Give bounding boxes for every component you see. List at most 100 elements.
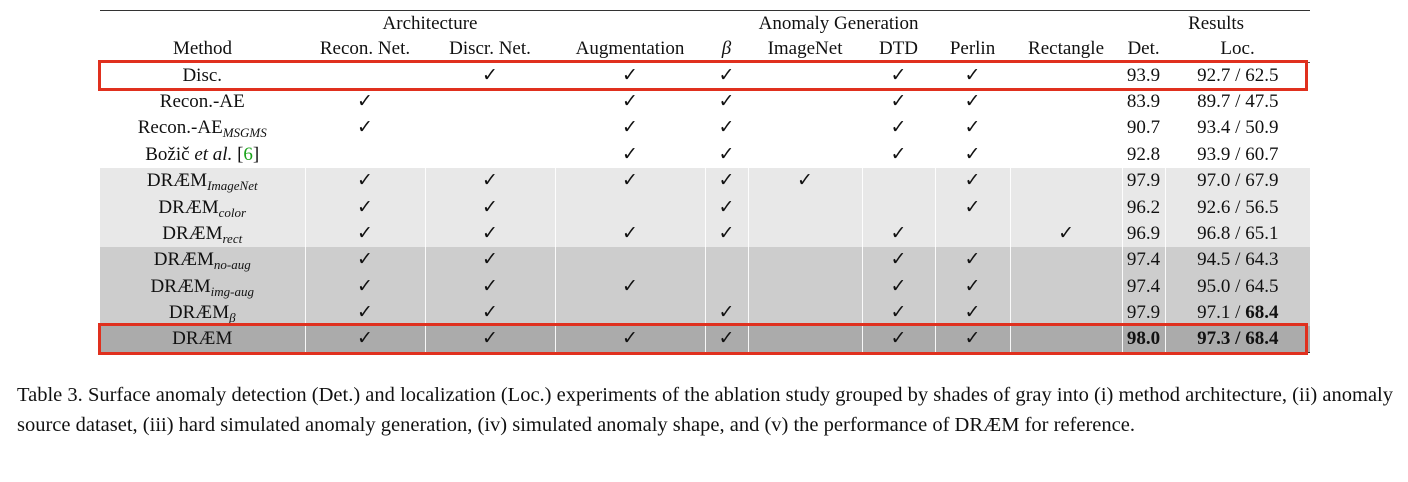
check-mark: ✓ (964, 117, 981, 139)
check-mark: ✓ (357, 275, 373, 297)
check-mark: ✓ (890, 117, 907, 139)
det-value: 97.4 (1126, 275, 1161, 297)
ablation-table: Architecture Anomaly Generation Results Me… (100, 10, 1311, 354)
check-cell (704, 273, 749, 301)
check-mark: ✓ (482, 64, 498, 86)
check-cell: ✓ (704, 300, 749, 327)
check-mark: ✓ (890, 302, 907, 324)
table-body: Disc. ✓ ✓ ✓ ✓ ✓ 93.9 92.7 / 62.5 Recon.-AE ✓ ✓ ✓ ✓ ✓ 8… (100, 62, 1311, 354)
det-value: 83.9 (1126, 91, 1161, 113)
check-cell (424, 115, 556, 142)
check-cell (747, 115, 863, 142)
check-cell: ✓ (424, 300, 556, 327)
det-value: 96.9 (1126, 223, 1161, 245)
loc-value: 64.5 (1245, 275, 1279, 297)
det-value: 97.9 (1126, 302, 1161, 324)
check-cell (424, 141, 556, 169)
loc-value: 92.7 (1197, 64, 1231, 86)
column-header: Perlin (935, 36, 1011, 63)
method-text: Božič (145, 143, 195, 165)
check-cell: ✓ (304, 88, 425, 116)
table-row: DRÆMno-aug ✓ ✓ ✓ ✓ 97.4 94.5 / 64.3 (100, 247, 1311, 274)
check-cell: ✓ (554, 88, 706, 116)
check-cell (747, 194, 863, 221)
method-text: DRÆM (153, 249, 214, 271)
column-header: β (705, 36, 749, 63)
check-mark: ✓ (357, 170, 373, 192)
check-cell (704, 247, 749, 274)
column-header: Rectangle (1010, 36, 1123, 63)
check-cell: ✓ (704, 62, 749, 89)
loc-cell: 97.0 / 67.9 (1164, 168, 1311, 195)
loc-value: 47.5 (1245, 91, 1279, 113)
check-cell: ✓ (304, 247, 425, 274)
check-mark: ✓ (964, 328, 981, 350)
method-cell: DRÆM (100, 326, 305, 354)
method-text: DRÆM (162, 223, 223, 245)
method-cell: Recon.-AE (100, 89, 305, 115)
check-mark: ✓ (964, 143, 981, 165)
loc-value: 92.6 (1197, 196, 1231, 218)
check-mark: ✓ (622, 275, 638, 297)
check-cell (1009, 115, 1123, 142)
check-cell: ✓ (424, 247, 556, 274)
check-mark: ✓ (890, 143, 907, 165)
det-cell: 83.9 (1121, 88, 1166, 116)
table-row: Disc. ✓ ✓ ✓ ✓ ✓ 93.9 92.7 / 62.5 (100, 62, 1311, 89)
det-value: 96.2 (1126, 196, 1161, 218)
loc-value: 94.5 (1197, 249, 1231, 271)
check-cell: ✓ (861, 300, 936, 327)
method-cell: Disc. (100, 63, 305, 89)
method-text: Disc. (182, 64, 223, 86)
check-cell: ✓ (934, 62, 1011, 89)
table-row: DRÆMrect ✓ ✓ ✓ ✓ ✓ ✓ 96.9 96.8 / 65.1 (100, 220, 1311, 248)
column-header: Augmentation (555, 36, 706, 63)
check-mark: ✓ (718, 196, 735, 218)
check-mark: ✓ (622, 64, 638, 86)
check-mark: ✓ (890, 223, 907, 245)
check-cell: ✓ (934, 115, 1011, 142)
det-cell: 96.2 (1121, 194, 1166, 221)
check-cell (861, 168, 936, 195)
loc-cell: 97.1 / 68.4 (1164, 300, 1311, 327)
loc-value: 93.4 (1197, 117, 1231, 139)
check-cell: ✓ (304, 300, 425, 327)
check-cell (424, 88, 556, 116)
method-text: Recon.-AE (137, 117, 223, 139)
check-cell: ✓ (424, 220, 556, 248)
table-row: DRÆMimg-aug ✓ ✓ ✓ ✓ ✓ 97.4 95.0 / 64.5 (100, 273, 1311, 301)
check-cell: ✓ (704, 194, 749, 221)
table-row: DRÆM ✓ ✓ ✓ ✓ ✓ ✓ 98.0 97.3 / 68.4 (100, 326, 1311, 354)
method-cell: DRÆMno-aug (100, 247, 305, 273)
check-mark: ✓ (718, 302, 735, 324)
check-mark: ✓ (964, 91, 981, 113)
loc-separator: / (1235, 196, 1241, 218)
check-cell: ✓ (704, 326, 749, 354)
check-mark: ✓ (718, 170, 735, 192)
method-text: DRÆM (158, 196, 219, 218)
table-row: Božič et al. [6] ✓ ✓ ✓ ✓ 92.8 93.9 / 60.7 (100, 141, 1311, 169)
check-cell (1009, 273, 1123, 301)
method-cell: DRÆMβ (100, 300, 305, 326)
check-cell (747, 300, 863, 327)
loc-cell: 89.7 / 47.5 (1164, 88, 1311, 116)
method-cell: DRÆMcolor (100, 194, 305, 220)
check-mark: ✓ (482, 328, 498, 350)
loc-separator: / (1235, 302, 1241, 324)
check-cell: ✓ (934, 273, 1011, 301)
check-mark: ✓ (482, 196, 498, 218)
check-mark: ✓ (357, 223, 373, 245)
check-cell: ✓ (424, 273, 556, 301)
check-cell: ✓ (304, 168, 425, 195)
check-mark: ✓ (482, 223, 498, 245)
check-mark: ✓ (718, 223, 735, 245)
check-mark: ✓ (797, 170, 813, 192)
loc-value: 97.1 (1197, 302, 1231, 324)
method-cell: DRÆMrect (100, 221, 305, 247)
det-value: 97.4 (1126, 249, 1161, 271)
method-subscript: img-aug (210, 283, 255, 299)
check-cell: ✓ (934, 300, 1011, 327)
loc-cell: 92.6 / 56.5 (1164, 194, 1311, 221)
column-header: Recon. Net. (305, 36, 425, 63)
